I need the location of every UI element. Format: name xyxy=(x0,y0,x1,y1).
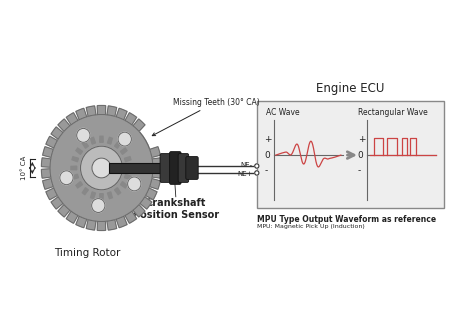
Polygon shape xyxy=(126,166,132,170)
FancyBboxPatch shape xyxy=(178,154,189,182)
Polygon shape xyxy=(107,220,117,230)
Polygon shape xyxy=(66,211,78,223)
Polygon shape xyxy=(100,194,103,200)
Polygon shape xyxy=(97,221,106,230)
Polygon shape xyxy=(115,188,120,195)
Polygon shape xyxy=(133,119,145,131)
Circle shape xyxy=(255,164,259,168)
Polygon shape xyxy=(71,166,77,170)
Polygon shape xyxy=(150,179,160,189)
Circle shape xyxy=(60,171,73,185)
Polygon shape xyxy=(72,157,79,162)
Polygon shape xyxy=(41,158,51,167)
Circle shape xyxy=(50,115,153,221)
Polygon shape xyxy=(125,113,137,125)
Polygon shape xyxy=(66,113,78,125)
Polygon shape xyxy=(91,192,95,199)
Polygon shape xyxy=(125,174,131,179)
Text: NE-: NE- xyxy=(241,162,253,168)
Bar xyxy=(109,163,162,173)
Text: -: - xyxy=(358,166,361,175)
Polygon shape xyxy=(51,197,63,209)
Polygon shape xyxy=(46,136,57,148)
Polygon shape xyxy=(72,174,79,179)
Polygon shape xyxy=(97,106,106,115)
Polygon shape xyxy=(150,147,160,157)
Polygon shape xyxy=(107,106,117,116)
Circle shape xyxy=(91,199,105,212)
Polygon shape xyxy=(58,205,70,217)
Text: MPU: Magnetic Pick Up (Induction): MPU: Magnetic Pick Up (Induction) xyxy=(257,223,365,228)
Text: +: + xyxy=(264,135,272,144)
Circle shape xyxy=(92,158,111,178)
Polygon shape xyxy=(116,108,127,120)
Polygon shape xyxy=(91,137,95,144)
Polygon shape xyxy=(108,192,112,199)
Text: 10° CA: 10° CA xyxy=(21,156,27,180)
Polygon shape xyxy=(120,182,127,188)
Polygon shape xyxy=(120,148,127,154)
Bar xyxy=(257,101,444,208)
Polygon shape xyxy=(125,157,131,162)
Polygon shape xyxy=(76,108,87,120)
Text: MPU Type Output Waveform as reference: MPU Type Output Waveform as reference xyxy=(257,215,436,223)
Polygon shape xyxy=(86,220,96,230)
Polygon shape xyxy=(82,188,88,195)
Polygon shape xyxy=(76,216,87,228)
Text: 0: 0 xyxy=(358,151,364,160)
Polygon shape xyxy=(43,179,53,189)
Circle shape xyxy=(77,128,90,142)
Circle shape xyxy=(128,177,141,191)
Text: Missing Teeth (30° CA): Missing Teeth (30° CA) xyxy=(152,98,260,136)
Polygon shape xyxy=(100,136,103,142)
Polygon shape xyxy=(152,158,162,167)
Text: AC Wave: AC Wave xyxy=(266,109,300,118)
Polygon shape xyxy=(76,148,82,154)
Text: Engine ECU: Engine ECU xyxy=(316,81,384,95)
Polygon shape xyxy=(51,127,63,139)
Polygon shape xyxy=(146,188,157,200)
Text: -: - xyxy=(264,166,268,175)
Polygon shape xyxy=(86,106,96,116)
Polygon shape xyxy=(115,141,120,148)
Text: 0: 0 xyxy=(264,151,270,160)
Circle shape xyxy=(81,146,122,190)
Polygon shape xyxy=(41,169,51,178)
Polygon shape xyxy=(43,147,53,157)
Text: Rectangular Wave: Rectangular Wave xyxy=(358,109,428,118)
Polygon shape xyxy=(140,197,152,209)
Polygon shape xyxy=(108,137,112,144)
FancyBboxPatch shape xyxy=(186,157,198,179)
Text: +: + xyxy=(358,135,365,144)
Polygon shape xyxy=(152,169,162,178)
Polygon shape xyxy=(58,119,70,131)
Polygon shape xyxy=(125,211,137,223)
FancyBboxPatch shape xyxy=(160,154,173,182)
Text: Timing Rotor: Timing Rotor xyxy=(54,248,120,258)
Circle shape xyxy=(255,171,259,175)
Polygon shape xyxy=(46,188,57,200)
Text: Crankshaft
Position Sensor: Crankshaft Position Sensor xyxy=(133,198,219,220)
Polygon shape xyxy=(133,205,145,217)
Polygon shape xyxy=(116,216,127,228)
Polygon shape xyxy=(82,141,88,148)
Circle shape xyxy=(118,132,131,146)
FancyBboxPatch shape xyxy=(170,152,181,184)
Text: NE+: NE+ xyxy=(237,171,253,177)
Polygon shape xyxy=(76,182,82,188)
